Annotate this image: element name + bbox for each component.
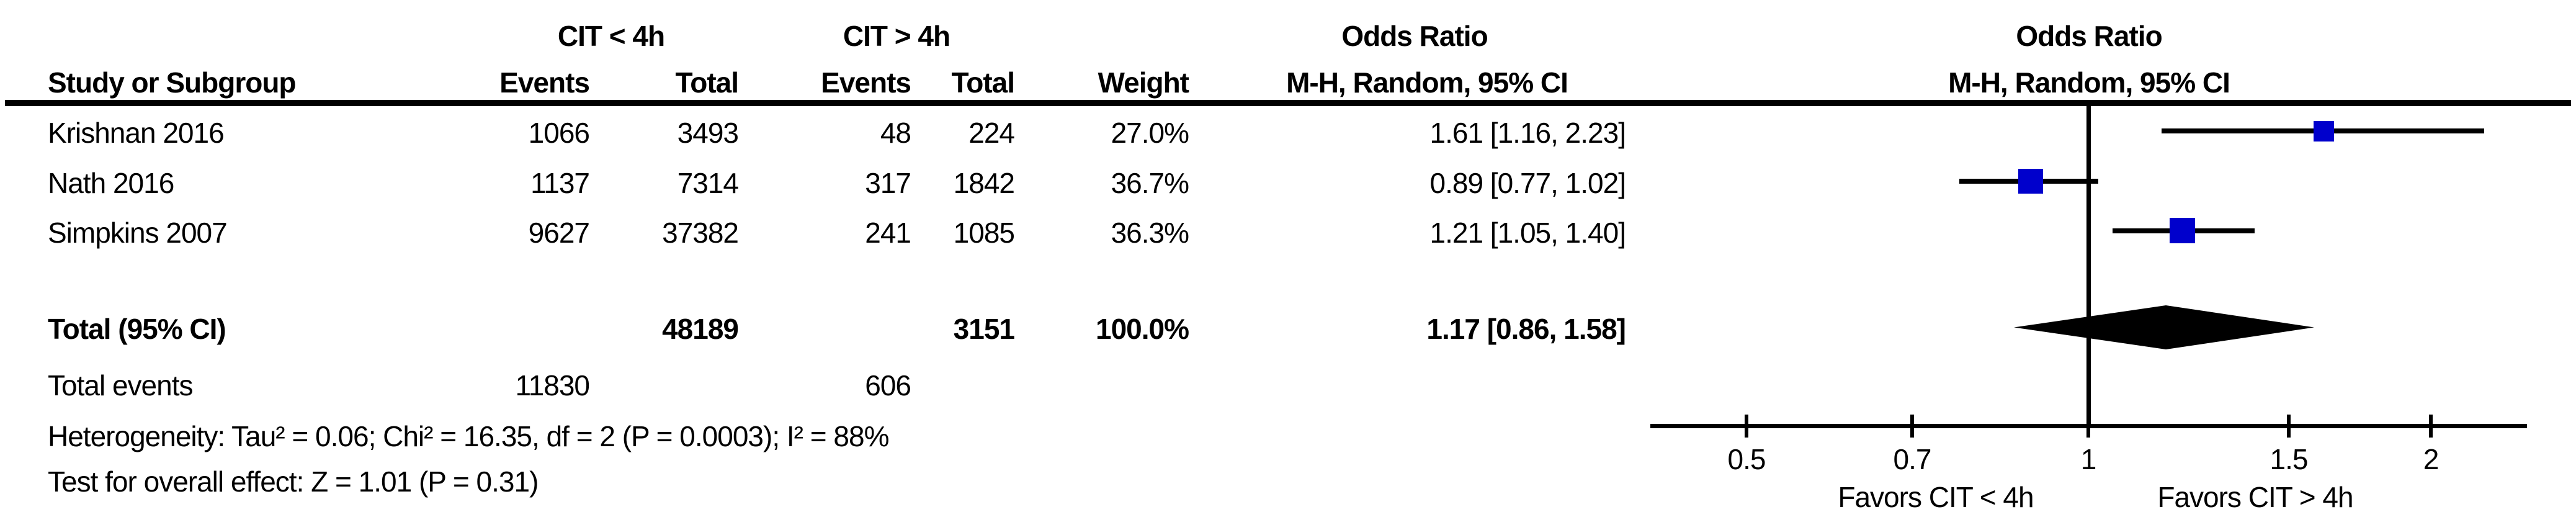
total-label: Total (95% CI) — [48, 313, 226, 345]
header-group-cit-lt4h: CIT < 4h — [557, 20, 665, 52]
header-odds-ratio-plot: Odds Ratio — [2016, 20, 2162, 52]
total-diamond-shape — [2014, 305, 2314, 349]
study-or-ci: 1.61 [1.16, 2.23] — [1429, 117, 1627, 149]
study-or-ci: 0.89 [0.77, 1.02] — [1429, 167, 1627, 199]
header-study: Study or Subgroup — [48, 66, 297, 99]
total-total1: 48189 — [662, 313, 739, 345]
x-tick-0.7 — [1910, 415, 1914, 438]
or-marker-krishnan-2016 — [2314, 121, 2334, 141]
total-diamond — [2014, 305, 2314, 349]
x-tick-label: 2 — [2423, 443, 2440, 475]
study-or-ci: 1.21 [1.05, 1.40] — [1429, 217, 1627, 249]
study-events1: 1137 — [530, 167, 590, 199]
header-weight: Weight — [1098, 66, 1189, 99]
study-name: Nath 2016 — [48, 167, 174, 199]
header-total-1: Total — [675, 66, 739, 99]
study-total1: 7314 — [677, 167, 739, 199]
header-rule — [5, 100, 2571, 106]
total-total2: 3151 — [953, 313, 1015, 345]
study-name: Simpkins 2007 — [48, 217, 228, 249]
study-total2: 1842 — [953, 167, 1015, 199]
overall-effect-stats: Test for overall effect: Z = 1.01 (P = 0… — [48, 465, 539, 498]
x-tick-label: 0.5 — [1727, 443, 1766, 475]
favors-right-label: Favors CIT > 4h — [2157, 481, 2353, 513]
total-weight: 100.0% — [1095, 313, 1189, 345]
favors-left-label: Favors CIT < 4h — [1838, 481, 2034, 513]
x-tick-label: 1 — [2080, 443, 2097, 475]
header-events-1: Events — [499, 66, 590, 99]
x-tick-label: 1.5 — [2270, 443, 2309, 475]
total-events-label: Total events — [48, 369, 193, 402]
total-or-ci: 1.17 [0.86, 1.58] — [1426, 313, 1626, 345]
study-weight: 36.7% — [1111, 167, 1189, 199]
study-total2: 1085 — [953, 217, 1015, 249]
study-events1: 1066 — [528, 117, 590, 149]
or-marker-nath-2016 — [2018, 169, 2043, 194]
or-marker-simpkins-2007 — [2170, 218, 2195, 243]
study-weight: 27.0% — [1111, 117, 1189, 149]
header-events-2: Events — [821, 66, 911, 99]
study-total1: 37382 — [662, 217, 739, 249]
study-total1: 3493 — [677, 117, 739, 149]
x-tick-1.5 — [2287, 415, 2291, 438]
x-tick-0.5 — [1745, 415, 1748, 438]
study-name: Krishnan 2016 — [48, 117, 225, 149]
header-group-cit-gt4h: CIT > 4h — [843, 20, 950, 52]
study-events2: 48 — [880, 117, 911, 149]
x-tick-2 — [2429, 415, 2433, 438]
study-weight: 36.3% — [1111, 217, 1189, 249]
study-events2: 241 — [865, 217, 911, 249]
x-tick-1 — [2086, 415, 2090, 438]
header-odds-ratio-column: Odds Ratio — [1341, 20, 1488, 52]
x-tick-label: 0.7 — [1893, 443, 1932, 475]
header-method-plot: M-H, Random, 95% CI — [1948, 66, 2230, 99]
null-effect-line — [2086, 106, 2091, 426]
heterogeneity-stats: Heterogeneity: Tau² = 0.06; Chi² = 16.35… — [48, 420, 889, 452]
total-events-value-2: 606 — [865, 369, 911, 402]
header-total-2: Total — [951, 66, 1015, 99]
header-method-column: M-H, Random, 95% CI — [1286, 66, 1568, 99]
study-events1: 9627 — [528, 217, 590, 249]
total-events-value-1: 11830 — [515, 369, 590, 402]
study-events2: 317 — [865, 167, 911, 199]
study-total2: 224 — [968, 117, 1015, 149]
